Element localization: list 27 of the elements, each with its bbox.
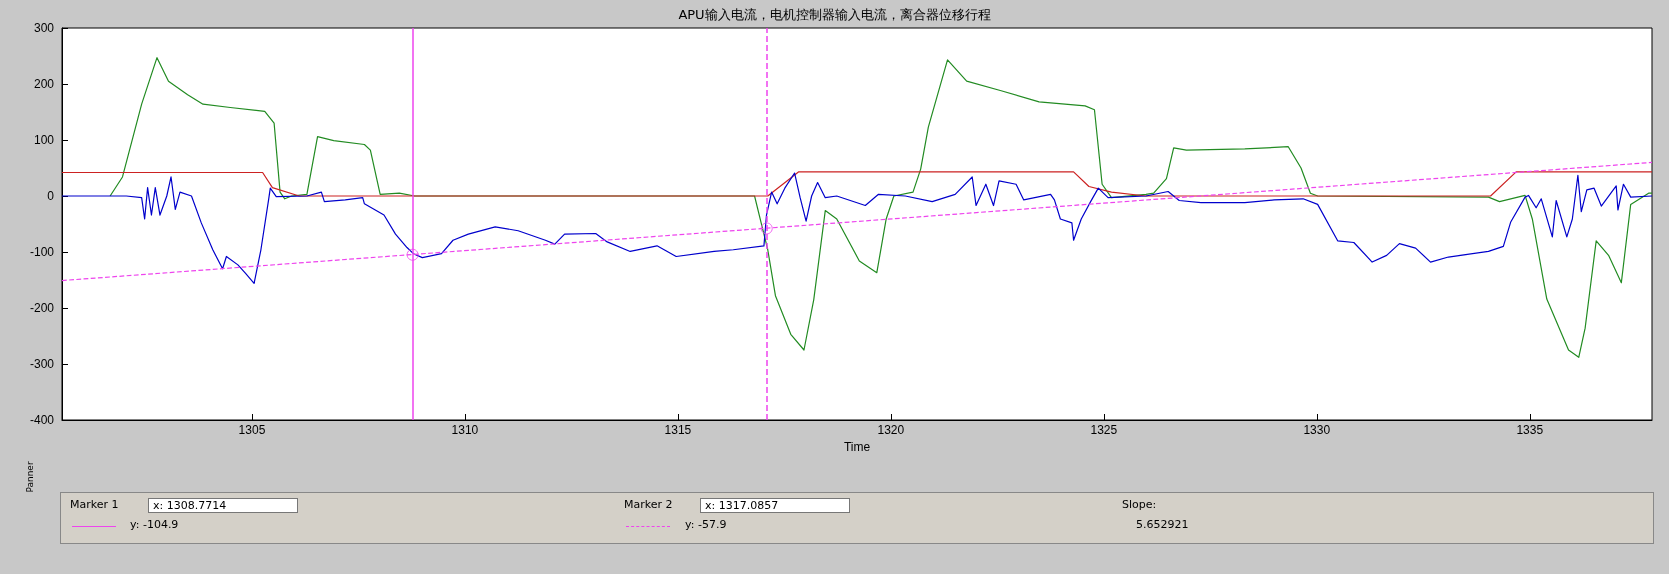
x-tick-label: 1325 [1090, 423, 1118, 437]
text: y: -57.9 [685, 518, 727, 531]
y-tick-label: 100 [33, 133, 55, 147]
text: Panner [24, 461, 35, 493]
x-tick-label: 1335 [1516, 423, 1544, 437]
y-tick-label: -300 [29, 357, 55, 371]
text: Slope: [1122, 498, 1157, 511]
text: 5.652921 [1136, 518, 1189, 531]
x-axis-title: Time [843, 439, 871, 454]
x-tick-label: 1330 [1303, 423, 1331, 437]
y-tick-label: -100 [29, 245, 55, 259]
x-tick-label: 1320 [877, 423, 905, 437]
x-tick-label: 1305 [238, 423, 266, 437]
x-tick-label: 1315 [664, 423, 692, 437]
y-tick-label: -200 [29, 301, 55, 315]
text: x: 1308.7714 [148, 498, 298, 513]
text: y: -104.9 [130, 518, 179, 531]
y-tick-label: 200 [33, 77, 55, 91]
y-tick-label: -400 [29, 413, 55, 427]
y-tick-label: 0 [47, 189, 55, 203]
text: x: 1317.0857 [700, 498, 850, 513]
y-tick-label: 300 [33, 21, 55, 35]
text: Marker 1 [70, 498, 119, 511]
chart-title: APU输入电流，电机控制器输入电流，离合器位移行程 [678, 7, 991, 22]
text: Marker 2 [624, 498, 673, 511]
line-series [61, 171, 1653, 197]
x-tick-label: 1310 [451, 423, 479, 437]
